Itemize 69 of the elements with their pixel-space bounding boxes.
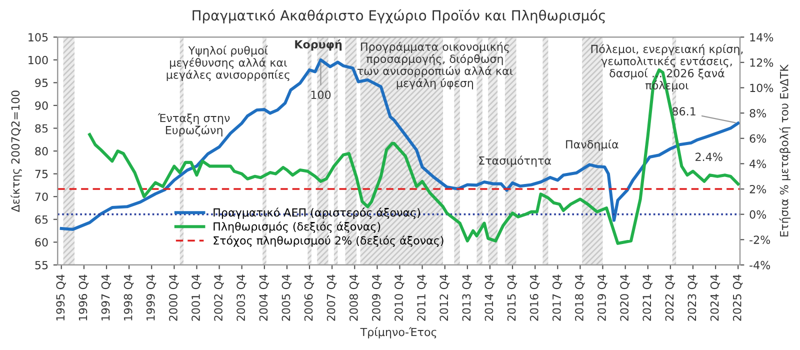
x-tick-label: 2013 Q4 <box>462 274 472 321</box>
x-tick-label: 2006 Q4 <box>304 274 314 321</box>
x-tick-label: 2016 Q4 <box>530 274 540 321</box>
y-axis-title: Δείκτης 2007Q2=100 <box>10 90 22 212</box>
x-tick-label: 2003 Q4 <box>236 274 246 321</box>
legend-label: Πληθωρισμός (δεξιός άξονας) <box>214 222 380 233</box>
x-tick-label: 2022 Q4 <box>665 274 675 321</box>
x-tick-label: 2024 Q4 <box>710 274 720 321</box>
x-tick-label: 2004 Q4 <box>259 274 269 321</box>
x-tick-label: 2023 Q4 <box>688 274 698 321</box>
annotation: Πανδημία <box>566 140 618 151</box>
x-tick-label: 2021 Q4 <box>642 274 652 321</box>
x-tick-label: 2000 Q4 <box>169 274 179 321</box>
x-tick-label: 1995 Q4 <box>56 274 66 320</box>
x-tick-label: 2014 Q4 <box>484 274 494 321</box>
x-tick-label: 2011 Q4 <box>417 274 427 321</box>
y2-tick-label: 2% <box>750 184 766 194</box>
y-tick-label: 65 <box>35 215 48 224</box>
y2-tick-label: 12% <box>750 58 774 67</box>
annotation: 100 <box>311 90 331 100</box>
y2-tick-label: -2% <box>750 236 770 244</box>
annotation: 86.1 <box>672 107 696 116</box>
y-tick-label: 75 <box>35 170 48 178</box>
x-tick-label: 2018 Q4 <box>574 274 585 321</box>
y2-tick-label: 14% <box>750 33 774 42</box>
x-tick-label: 2008 Q4 <box>349 274 360 321</box>
x-tick-label: 2007 Q4 <box>326 274 337 321</box>
y-tick-label: 100 <box>28 56 48 64</box>
y-tick-label: 85 <box>35 124 48 133</box>
y-tick-label: 95 <box>35 78 48 88</box>
x-tick-label: 2002 Q4 <box>214 274 224 321</box>
annotation: Ένταξη στην Ευρωζώνη <box>158 113 230 136</box>
y2-tick-label: 10% <box>750 84 774 92</box>
x-tick-label: 2012 Q4 <box>440 274 450 321</box>
x-tick-label: 2015 Q4 <box>507 274 517 321</box>
x-tick-label: 2020 Q4 <box>620 274 630 321</box>
y2-tick-label: 4% <box>750 160 766 168</box>
y-tick-label: 55 <box>35 261 48 270</box>
x-tick-label: 2010 Q4 <box>394 274 404 321</box>
x-tick-label: 2005 Q4 <box>282 274 292 321</box>
x-tick-label: 2001 Q4 <box>192 274 202 321</box>
x-tick-label: 1999 Q4 <box>146 274 156 320</box>
legend-label: Πραγματικό ΑΕΠ (αριστερός άξονας) <box>214 208 420 219</box>
line-series <box>88 68 740 245</box>
y-tick-label: 90 <box>35 101 48 110</box>
x-tick-label: 2019 Q4 <box>598 274 608 321</box>
x-tick-label: 2025 Q4 <box>732 274 743 321</box>
x-tick-label: 1997 Q4 <box>101 274 112 320</box>
y2-tick-label: 8% <box>750 109 766 118</box>
x-axis-title: Τρίμηνο-Έτος <box>360 327 436 338</box>
y2-tick-label: -4% <box>750 260 770 270</box>
annotation: Στασιμότητα <box>479 156 551 167</box>
annotation: Υψηλοί ρυθμοί μεγέθυνσης αλλά και μεγάλες ανισορροπίες <box>166 46 290 82</box>
y2-tick-label: 6% <box>750 134 766 143</box>
chart-title: Πραγματικό Ακαθάριστο Εγχώριο Προϊόν και Πληθωρισμός <box>192 9 605 24</box>
legend-label: Στόχος πληθωρισμού 2% (δεξιός άξονας) <box>214 236 444 247</box>
annotation: Κορυφή <box>295 39 342 51</box>
x-tick-label: 2017 Q4 <box>552 274 562 321</box>
y2-tick-label: 0% <box>750 210 766 219</box>
y-tick-label: 105 <box>28 33 48 42</box>
x-tick-label: 2009 Q4 <box>372 274 382 321</box>
annotation: Προγράμματα οικονομικής προσαρμογής, διόρθωση των ανισορροπιών αλλά και μεγάλη ύφεση <box>357 42 513 90</box>
x-tick-label: 1996 Q4 <box>78 274 88 320</box>
y-tick-label: 60 <box>35 238 48 247</box>
y-tick-label: 70 <box>35 192 48 201</box>
x-tick-label: 1998 Q4 <box>124 274 134 320</box>
annotation: 2.4% <box>696 152 722 162</box>
y2-axis-title: Ετήσια % μεταβολή του ΕνΔΤΚ <box>779 64 790 236</box>
y-tick-label: 80 <box>35 147 48 156</box>
